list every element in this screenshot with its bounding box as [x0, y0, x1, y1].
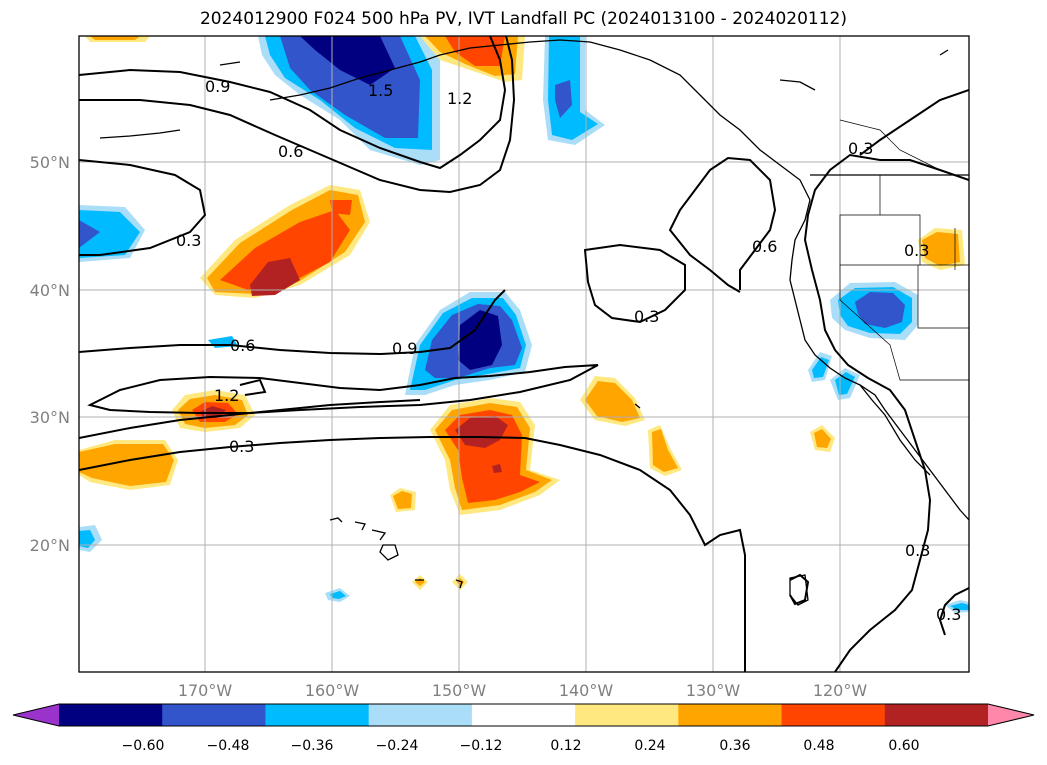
colorbar-segment — [781, 704, 886, 726]
lon-label-170w: 170°W — [178, 681, 233, 700]
colorbar-tick: 0.48 — [803, 738, 834, 754]
colorbar-extend-low — [13, 704, 59, 726]
colorbar-tick: −0.24 — [376, 738, 419, 754]
colorbar-outline — [12, 703, 1035, 727]
lat-label-30n: 30°N — [30, 408, 70, 427]
colorbar-tick: −0.60 — [122, 738, 165, 754]
lon-label-160w: 160°W — [305, 681, 360, 700]
contour-labels: 0.9 1.5 1.2 0.6 0.3 0.3 0.6 0.3 0.3 0.6 … — [176, 77, 961, 624]
lat-label-20n: 20°N — [30, 536, 70, 555]
contour-label: 1.2 — [214, 386, 239, 405]
contour-label: 0.3 — [848, 139, 873, 158]
lon-label-150w: 150°W — [432, 681, 487, 700]
colorbar-tick: −0.12 — [460, 738, 503, 754]
colorbar-tick: 0.24 — [634, 738, 665, 754]
contour-label: 0.3 — [176, 231, 201, 250]
contour-label: 0.6 — [278, 142, 303, 161]
lat-label-40n: 40°N — [30, 281, 70, 300]
contour-label: 0.3 — [904, 241, 929, 260]
pv-fill-layer — [79, 36, 969, 613]
colorbar-tick: −0.36 — [291, 738, 334, 754]
colorbar-segment — [59, 704, 163, 726]
contour-label: 0.3 — [936, 605, 961, 624]
contour-label: 0.9 — [205, 77, 230, 96]
colorbar-segment — [471, 704, 576, 726]
coastlines — [99, 39, 969, 606]
colorbar-tick: 0.12 — [550, 738, 581, 754]
colorbar-segment — [678, 704, 783, 726]
contour-label: 0.3 — [905, 541, 930, 560]
lon-label-140w: 140°W — [559, 681, 614, 700]
colorbar: −0.60 −0.48 −0.36 −0.24 −0.12 0.12 0.24 … — [12, 703, 1035, 754]
latitude-labels: 50°N 40°N 30°N 20°N — [30, 153, 70, 555]
contour-label: 0.6 — [752, 237, 777, 256]
map-title: 2024012900 F024 500 hPa PV, IVT Landfall… — [199, 9, 847, 29]
grid-lines — [79, 36, 969, 672]
colorbar-segment — [368, 704, 473, 726]
colorbar-extend-high — [988, 704, 1034, 726]
contour-label: 0.6 — [230, 336, 255, 355]
contour-label: 0.3 — [229, 437, 254, 456]
colorbar-tick-labels: −0.60 −0.48 −0.36 −0.24 −0.12 0.12 0.24 … — [122, 738, 920, 754]
contour-label: 1.2 — [447, 89, 472, 108]
map-area: 0.9 1.5 1.2 0.6 0.3 0.3 0.6 0.3 0.3 0.6 … — [79, 36, 969, 672]
contour-label: 0.3 — [634, 307, 659, 326]
colorbar-tick: 0.60 — [888, 738, 919, 754]
lon-label-130w: 130°W — [686, 681, 741, 700]
contour-label: 0.9 — [392, 339, 417, 358]
contour-label: 1.5 — [368, 81, 393, 100]
colorbar-tick: −0.48 — [207, 738, 250, 754]
lat-label-50n: 50°N — [30, 153, 70, 172]
map-frame — [78, 35, 970, 673]
longitude-labels: 170°W 160°W 150°W 140°W 130°W 120°W — [178, 681, 868, 700]
colorbar-segment — [162, 704, 266, 726]
colorbar-segment — [265, 704, 370, 726]
pv-contours — [79, 36, 969, 672]
colorbar-segment — [575, 704, 679, 726]
colorbar-segment — [884, 704, 989, 726]
lon-label-120w: 120°W — [813, 681, 868, 700]
colorbar-tick: 0.36 — [719, 738, 750, 754]
